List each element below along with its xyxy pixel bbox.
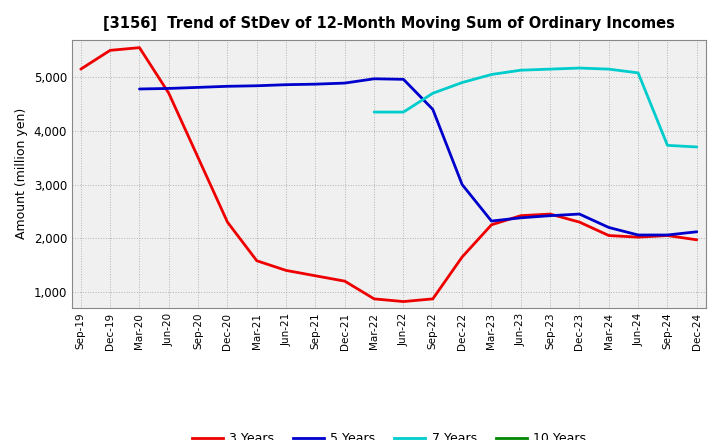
5 Years [135, 86, 144, 92]
3 Years [341, 279, 349, 284]
5 Years [516, 215, 525, 220]
5 Years [605, 225, 613, 230]
Line: 5 Years: 5 Years [140, 79, 697, 235]
Title: [3156]  Trend of StDev of 12-Month Moving Sum of Ordinary Incomes: [3156] Trend of StDev of 12-Month Moving… [103, 16, 675, 32]
3 Years [428, 296, 437, 301]
5 Years [546, 213, 554, 218]
5 Years [370, 76, 379, 81]
5 Years [253, 83, 261, 88]
3 Years [663, 233, 672, 238]
5 Years [428, 107, 437, 112]
3 Years [164, 91, 173, 96]
3 Years [223, 220, 232, 225]
5 Years [458, 182, 467, 187]
3 Years [546, 211, 554, 216]
3 Years [458, 254, 467, 260]
5 Years [223, 84, 232, 89]
Line: 7 Years: 7 Years [374, 68, 697, 147]
3 Years [282, 268, 290, 273]
7 Years [487, 72, 496, 77]
5 Years [194, 85, 202, 90]
5 Years [663, 232, 672, 238]
7 Years [663, 143, 672, 148]
5 Years [575, 211, 584, 216]
5 Years [341, 81, 349, 86]
7 Years [575, 66, 584, 71]
3 Years [194, 155, 202, 160]
Y-axis label: Amount (million yen): Amount (million yen) [15, 108, 28, 239]
5 Years [282, 82, 290, 87]
7 Years [370, 110, 379, 115]
3 Years [311, 273, 320, 279]
7 Years [634, 70, 642, 76]
7 Years [546, 66, 554, 72]
3 Years [516, 213, 525, 218]
7 Years [693, 144, 701, 150]
7 Years [458, 80, 467, 85]
5 Years [487, 218, 496, 224]
3 Years [370, 296, 379, 301]
7 Years [428, 91, 437, 96]
5 Years [634, 232, 642, 238]
3 Years [487, 222, 496, 227]
3 Years [135, 45, 144, 50]
3 Years [693, 237, 701, 242]
3 Years [106, 48, 114, 53]
7 Years [399, 110, 408, 115]
3 Years [399, 299, 408, 304]
3 Years [76, 66, 85, 72]
3 Years [575, 220, 584, 225]
5 Years [164, 86, 173, 91]
7 Years [605, 66, 613, 72]
3 Years [634, 235, 642, 240]
5 Years [399, 77, 408, 82]
7 Years [516, 68, 525, 73]
3 Years [605, 233, 613, 238]
Legend: 3 Years, 5 Years, 7 Years, 10 Years: 3 Years, 5 Years, 7 Years, 10 Years [186, 427, 591, 440]
5 Years [693, 229, 701, 235]
3 Years [253, 258, 261, 264]
5 Years [311, 81, 320, 87]
Line: 3 Years: 3 Years [81, 48, 697, 301]
